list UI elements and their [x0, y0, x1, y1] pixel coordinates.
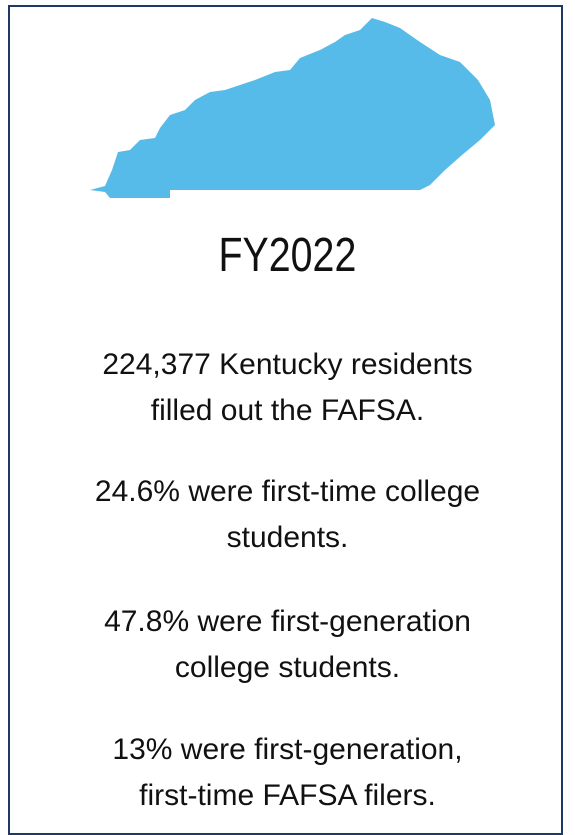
fact-line: college students.: [174, 651, 401, 684]
fact: 224,377 Kentucky residents filled out the…: [0, 342, 575, 434]
kentucky-map: [90, 18, 495, 198]
kentucky-shape: [90, 18, 495, 198]
fact: 47.8% were first-generation college stude…: [0, 599, 575, 691]
fact-line: students.: [226, 521, 349, 554]
fact-line: 224,377 Kentucky residents: [102, 348, 473, 381]
fact-line: first-time FAFSA filers.: [139, 779, 436, 812]
title: FY2022: [218, 229, 357, 282]
fact: 13% were first-generation, first-time FAF…: [0, 727, 575, 819]
fact-line: 24.6% were first-time college: [94, 475, 481, 508]
fact-line: 13% were first-generation,: [112, 733, 463, 766]
fact: 24.6% were first-time college students.: [0, 469, 575, 561]
fact-line: 47.8% were first-generation: [104, 605, 471, 638]
fact-line: filled out the FAFSA.: [150, 394, 425, 427]
